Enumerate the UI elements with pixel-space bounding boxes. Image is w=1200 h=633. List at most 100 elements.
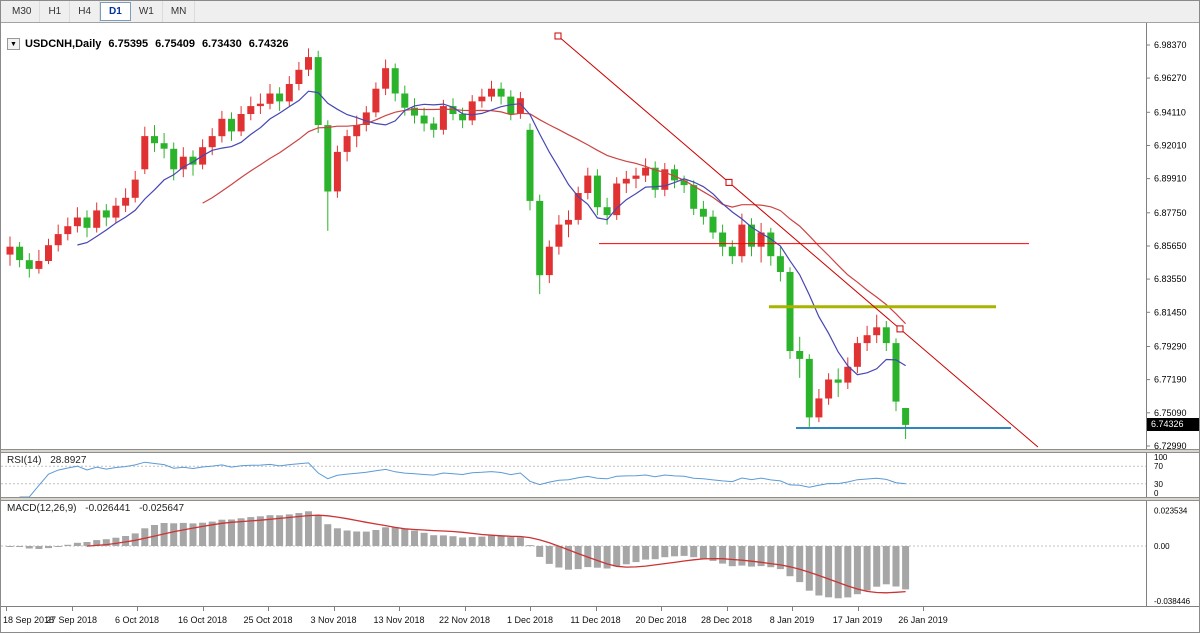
timeframe-button-h4[interactable]: H4 [70,1,101,22]
macd-histogram-bar [459,537,467,546]
date-axis-tick [464,607,466,611]
macd-histogram-bar [353,531,361,546]
macd-histogram-bar [593,546,601,568]
macd-histogram-bar [892,546,900,587]
macd-histogram-bar [690,546,698,558]
candle [228,118,235,132]
macd-histogram-bar [401,528,409,546]
macd-histogram-bar [642,546,650,560]
price-axis-label: 6.98370 [1154,40,1187,50]
date-axis[interactable]: 18 Sep 2018 27 Sep 2018 6 Oct 2018 16 Oct 2… [1,606,1199,632]
candle [266,93,274,104]
macd-histogram-bar [64,544,72,546]
candle [834,379,842,383]
macd-histogram-bar [333,528,341,546]
date-axis-tick [530,607,531,611]
macd-panel[interactable]: 0.023534 0.00 -0.038446 [1,501,1200,606]
macd-histogram-bar [343,530,351,546]
macd-histogram-bar [728,546,736,567]
candle [786,272,794,351]
timeframe-button-h1[interactable]: H1 [40,1,71,22]
macd-histogram-bar [622,546,630,565]
macd-svg[interactable]: 0.023534 0.00 -0.038446 [1,501,1200,606]
candle [882,327,890,344]
macd-histogram-bar [228,519,235,546]
timeframe-button-w1[interactable]: W1 [131,1,163,22]
candle [256,103,264,107]
macd-histogram-bar [545,546,553,564]
macd-histogram-bar [555,546,563,568]
candle [372,88,380,113]
macd-histogram-bar [382,527,390,546]
macd-histogram-bar [170,523,178,546]
timeframe-button-mn[interactable]: MN [163,1,196,22]
macd-histogram-bar [102,539,110,546]
candle [805,358,813,418]
macd-histogram-bar [853,546,861,595]
candle [160,143,168,149]
macd-histogram-bar [786,546,794,577]
candle [719,232,727,247]
panel-splitter[interactable] [1,497,1199,501]
candle [516,98,524,114]
macd-histogram-bar [285,514,293,546]
price-axis-label: 6.96270 [1154,73,1187,83]
trendline-handle[interactable] [554,32,562,40]
macd-histogram-bar [420,532,428,546]
chart-menu-arrow-icon[interactable]: ▼ [7,38,20,50]
timeframe-button-d1[interactable]: D1 [100,2,131,21]
candle [218,118,226,137]
candle [295,69,303,84]
candle [757,232,765,247]
rsi-axis-label: 100 [1154,453,1168,462]
descending-trendline[interactable] [557,35,1039,448]
macd-histogram-bar [478,536,486,546]
ohlc-low: 6.73430 [201,38,242,50]
candle [93,210,101,228]
candle [545,246,553,276]
date-axis-label: 8 Jan 2019 [769,615,815,625]
candle [54,234,62,246]
candle [237,114,245,132]
candle [738,224,746,257]
candle [690,185,698,209]
candle [179,156,187,170]
ohlc-high: 6.75409 [155,38,195,50]
candle [815,398,823,418]
candle [25,260,33,269]
candle [35,261,43,269]
date-axis-label: 20 Dec 2018 [635,615,687,625]
trendline-handle[interactable] [896,325,904,333]
main-chart-svg[interactable]: 6.98370 6.96270 6.94110 6.92010 6.89910 6.877… [1,23,1200,449]
macd-histogram-bar [748,546,755,567]
macd-histogram-bar [112,537,120,546]
macd-histogram-bar [16,546,24,547]
candle [83,217,91,228]
candle [353,125,361,137]
trendline-handle[interactable] [725,178,733,186]
macd-histogram-bar [372,530,380,546]
macd-histogram-bar [844,546,852,598]
chart-symbol-period: USDCNH,Daily [25,38,102,50]
candle [189,156,197,165]
date-axis-label: 1 Dec 2018 [506,615,554,625]
price-axis-label: 6.87750 [1154,208,1187,218]
date-axis-tick [857,607,859,611]
candle [285,84,293,102]
rsi-indicator-label: RSI(14) 28.8927 [7,455,86,466]
date-axis-tick [333,607,335,611]
macd-histogram-bar [497,535,505,546]
panel-splitter[interactable] [1,449,1199,453]
date-axis-tick [268,607,269,611]
candle [728,246,736,257]
timeframe-button-m30[interactable]: M30 [4,1,41,22]
main-chart-panel[interactable]: 6.98370 6.96270 6.94110 6.92010 6.89910 6.877… [1,23,1200,449]
candle [767,232,775,257]
candle [825,379,833,399]
macd-histogram-bar [574,546,582,570]
macd-histogram-bar [237,518,245,546]
rsi-panel[interactable]: 100 70 30 0 [1,453,1200,497]
candle [170,148,178,170]
rsi-line [19,461,906,497]
